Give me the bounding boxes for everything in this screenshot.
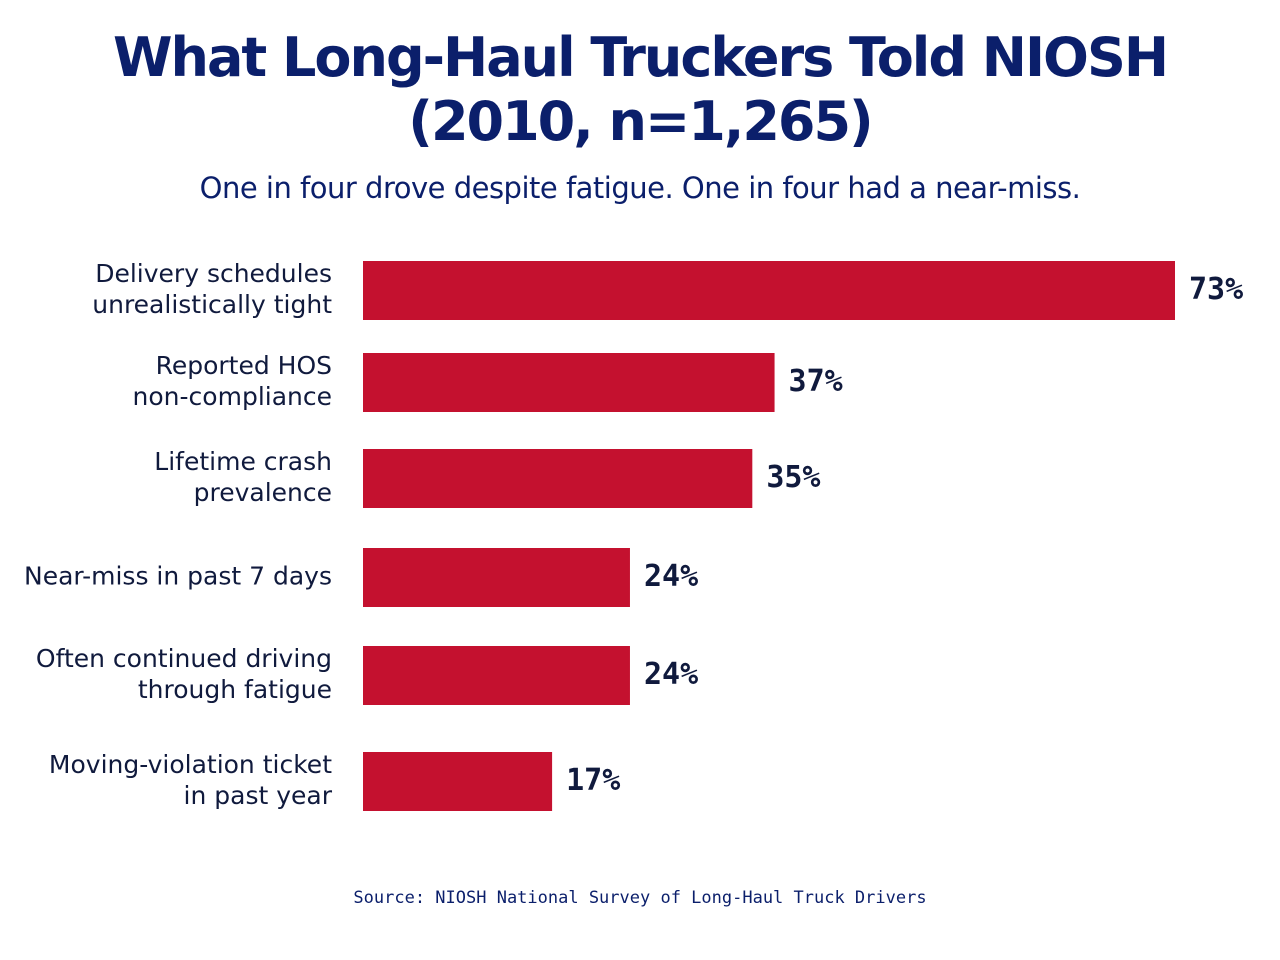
bar-0 [363, 261, 1175, 320]
value-label-4: 24% [644, 657, 698, 692]
chart-title-line-2: (2010, n=1,265) [408, 90, 873, 153]
chart-source: Source: NIOSH National Survey of Long-Ha… [353, 888, 927, 908]
value-label-0: 73% [1189, 272, 1243, 307]
chart-title-line-1: What Long-Haul Truckers Told NIOSH [112, 26, 1169, 89]
category-label-4-line-0: Often continued driving [36, 644, 332, 673]
category-label-4-line-1: through fatigue [138, 675, 332, 704]
category-label-2-line-0: Lifetime crash [154, 447, 332, 476]
chart-subtitle: One in four drove despite fatigue. One i… [199, 171, 1081, 205]
chart-title: What Long-Haul Truckers Told NIOSH (2010… [0, 26, 1280, 154]
value-label-5: 17% [566, 763, 620, 798]
value-label-1: 37% [789, 364, 843, 399]
bar-3 [363, 548, 630, 607]
category-label-2: Lifetime crash prevalence [154, 447, 332, 507]
bar-1 [363, 353, 775, 412]
category-label-2-line-1: prevalence [194, 478, 332, 507]
bar-5 [363, 752, 553, 811]
category-label-5: Moving-violation ticket in past year [49, 750, 333, 810]
bar-4 [363, 646, 630, 705]
category-label-0-line-0: Delivery schedules [95, 259, 332, 288]
category-label-5-line-0: Moving-violation ticket [49, 750, 332, 779]
category-label-0: Delivery schedules unrealistically tight [92, 259, 332, 319]
category-label-5-line-1: in past year [184, 781, 333, 810]
category-label-4: Often continued driving through fatigue [36, 644, 332, 704]
value-label-3: 24% [644, 559, 698, 594]
category-label-3: Near-miss in past 7 days [24, 562, 332, 591]
category-label-1-line-0: Reported HOS [156, 351, 332, 380]
category-label-3-line-0: Near-miss in past 7 days [24, 562, 332, 591]
bar-2 [363, 449, 753, 508]
category-label-1-line-1: non-compliance [133, 382, 332, 411]
value-label-2: 35% [766, 460, 820, 495]
category-label-1: Reported HOS non-compliance [133, 351, 332, 411]
category-label-0-line-1: unrealistically tight [92, 290, 332, 319]
